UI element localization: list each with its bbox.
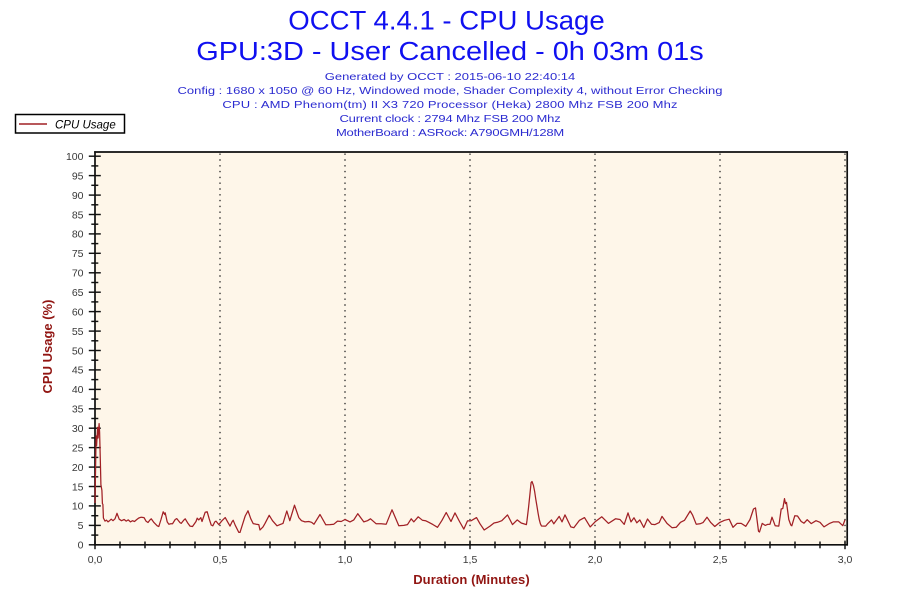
svg-text:85: 85 bbox=[72, 209, 84, 221]
svg-text:65: 65 bbox=[72, 287, 84, 299]
svg-text:35: 35 bbox=[72, 404, 84, 416]
svg-text:50: 50 bbox=[72, 345, 84, 357]
svg-text:15: 15 bbox=[72, 481, 84, 493]
svg-text:5: 5 bbox=[78, 520, 84, 532]
svg-text:1,5: 1,5 bbox=[463, 554, 478, 566]
svg-text:100: 100 bbox=[66, 151, 84, 163]
svg-text:70: 70 bbox=[72, 268, 84, 280]
svg-text:0,0: 0,0 bbox=[88, 554, 103, 566]
svg-text:45: 45 bbox=[72, 365, 84, 377]
svg-text:55: 55 bbox=[72, 326, 84, 338]
svg-text:3,0: 3,0 bbox=[838, 554, 853, 566]
svg-text:80: 80 bbox=[72, 229, 84, 241]
svg-text:90: 90 bbox=[72, 190, 84, 202]
svg-text:20: 20 bbox=[72, 462, 84, 474]
svg-text:60: 60 bbox=[72, 306, 84, 318]
svg-text:1,0: 1,0 bbox=[338, 554, 353, 566]
svg-text:0,5: 0,5 bbox=[213, 554, 228, 566]
svg-text:40: 40 bbox=[72, 384, 84, 396]
svg-text:75: 75 bbox=[72, 248, 84, 260]
svg-text:95: 95 bbox=[72, 170, 84, 182]
svg-text:CPU Usage (%): CPU Usage (%) bbox=[40, 300, 55, 394]
svg-text:Duration (Minutes): Duration (Minutes) bbox=[413, 572, 530, 587]
svg-text:2,0: 2,0 bbox=[588, 554, 603, 566]
svg-text:0: 0 bbox=[78, 540, 84, 552]
svg-text:30: 30 bbox=[72, 423, 84, 435]
svg-text:CPU Usage: CPU Usage bbox=[55, 119, 116, 131]
svg-text:10: 10 bbox=[72, 501, 84, 513]
svg-text:2,5: 2,5 bbox=[713, 554, 728, 566]
svg-text:25: 25 bbox=[72, 442, 84, 454]
